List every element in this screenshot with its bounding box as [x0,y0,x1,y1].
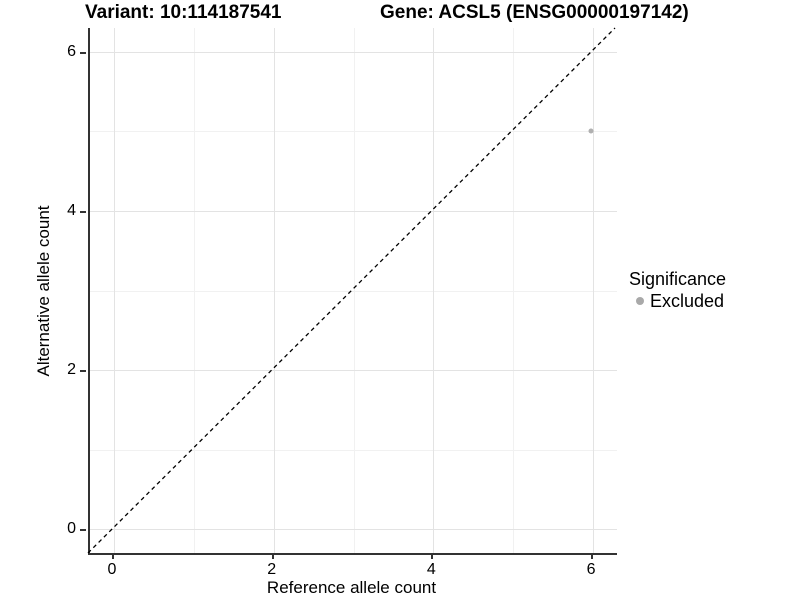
x-tick-mark [111,553,114,559]
major-gridline [433,28,435,553]
y-tick-label: 4 [67,201,76,219]
minor-gridline [90,290,617,292]
legend-item-label: Excluded [650,291,725,311]
plot-title-gene: Gene: ACSL5 (ENSG00000197142) [380,2,689,23]
x-tick-label: 4 [426,561,436,578]
major-gridline [90,210,617,212]
legend-item-excluded: Excluded [629,291,726,311]
identity-dashed-line [87,27,616,554]
x-tick-mark [431,553,434,559]
major-gridline [90,51,617,53]
data-point-excluded [588,128,594,134]
x-tick-label: 0 [107,561,117,578]
major-gridline [90,370,617,372]
x-axis-title: Reference allele count [266,578,437,597]
minor-gridline [90,131,617,133]
y-tick-label: 2 [67,361,76,379]
x-tick-label: 6 [586,561,596,578]
major-gridline [90,529,617,531]
y-tick-mark [80,370,86,373]
excluded-dot-icon [636,297,644,305]
plot-title-variant: Variant: 10:114187541 [85,2,282,23]
plot-panel [88,28,617,555]
x-tick-mark [271,553,274,559]
x-tick-label: 2 [267,561,277,578]
major-gridline [273,28,275,553]
y-tick-mark [80,210,86,213]
y-tick-label: 0 [67,520,76,538]
major-gridline [113,28,115,553]
major-gridline [593,28,595,553]
minor-gridline [90,449,617,451]
legend: Significance Excluded [629,269,726,311]
identity-line-layer [87,27,616,554]
legend-title: Significance [629,269,727,289]
y-tick-label: 6 [67,42,76,60]
y-axis-title: Alternative allele count [34,204,53,377]
y-tick-mark [80,51,86,54]
y-tick-mark [80,529,86,532]
x-tick-mark [591,553,594,559]
